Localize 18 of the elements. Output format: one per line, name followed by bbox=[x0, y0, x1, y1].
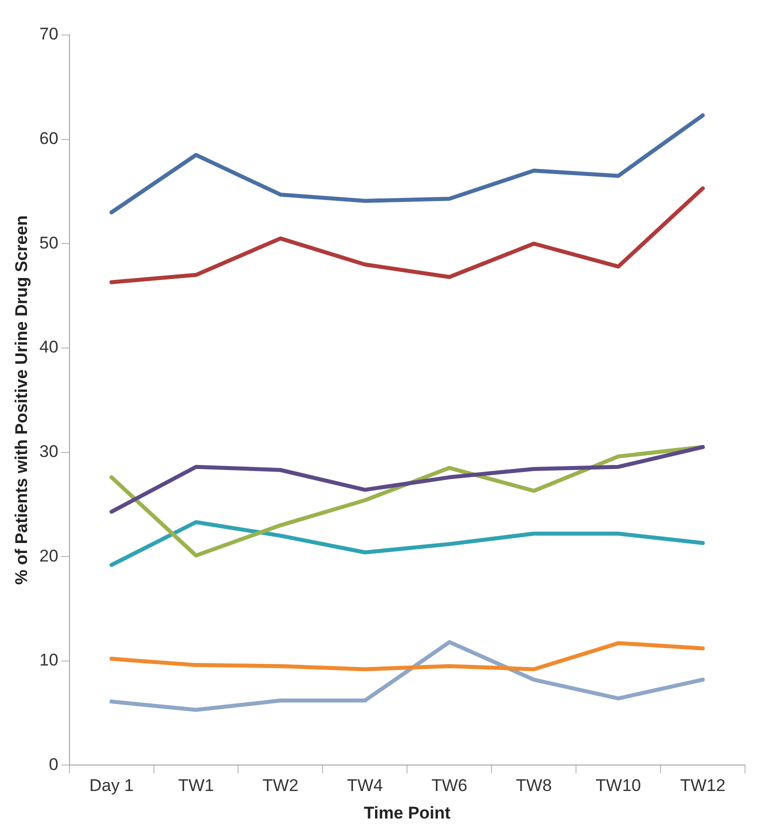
x-tick-label: TW12 bbox=[680, 776, 726, 796]
y-axis-title: % of Patients with Positive Urine Drug Screen bbox=[12, 215, 31, 585]
x-tick-label: TW10 bbox=[596, 776, 641, 796]
y-tick-label: 50 bbox=[39, 233, 58, 252]
x-tick-label: TW4 bbox=[346, 776, 383, 796]
y-tick-label: 70 bbox=[39, 24, 58, 44]
x-tick-label: TW8 bbox=[516, 776, 552, 796]
x-tick-label: Day 1 bbox=[89, 776, 134, 796]
y-tick-label: 30 bbox=[39, 442, 58, 461]
x-tick-label: TW6 bbox=[431, 776, 468, 796]
y-tick-label: 60 bbox=[39, 129, 58, 148]
y-tick-label: 40 bbox=[39, 338, 58, 357]
y-tick-label: 10 bbox=[39, 650, 58, 670]
y-tick-label: 0 bbox=[48, 754, 58, 774]
x-tick-label: TW1 bbox=[178, 776, 214, 796]
y-tick-label: 20 bbox=[39, 546, 58, 566]
x-axis-title: Time Point bbox=[364, 803, 451, 822]
x-tick-label: TW2 bbox=[262, 776, 298, 796]
